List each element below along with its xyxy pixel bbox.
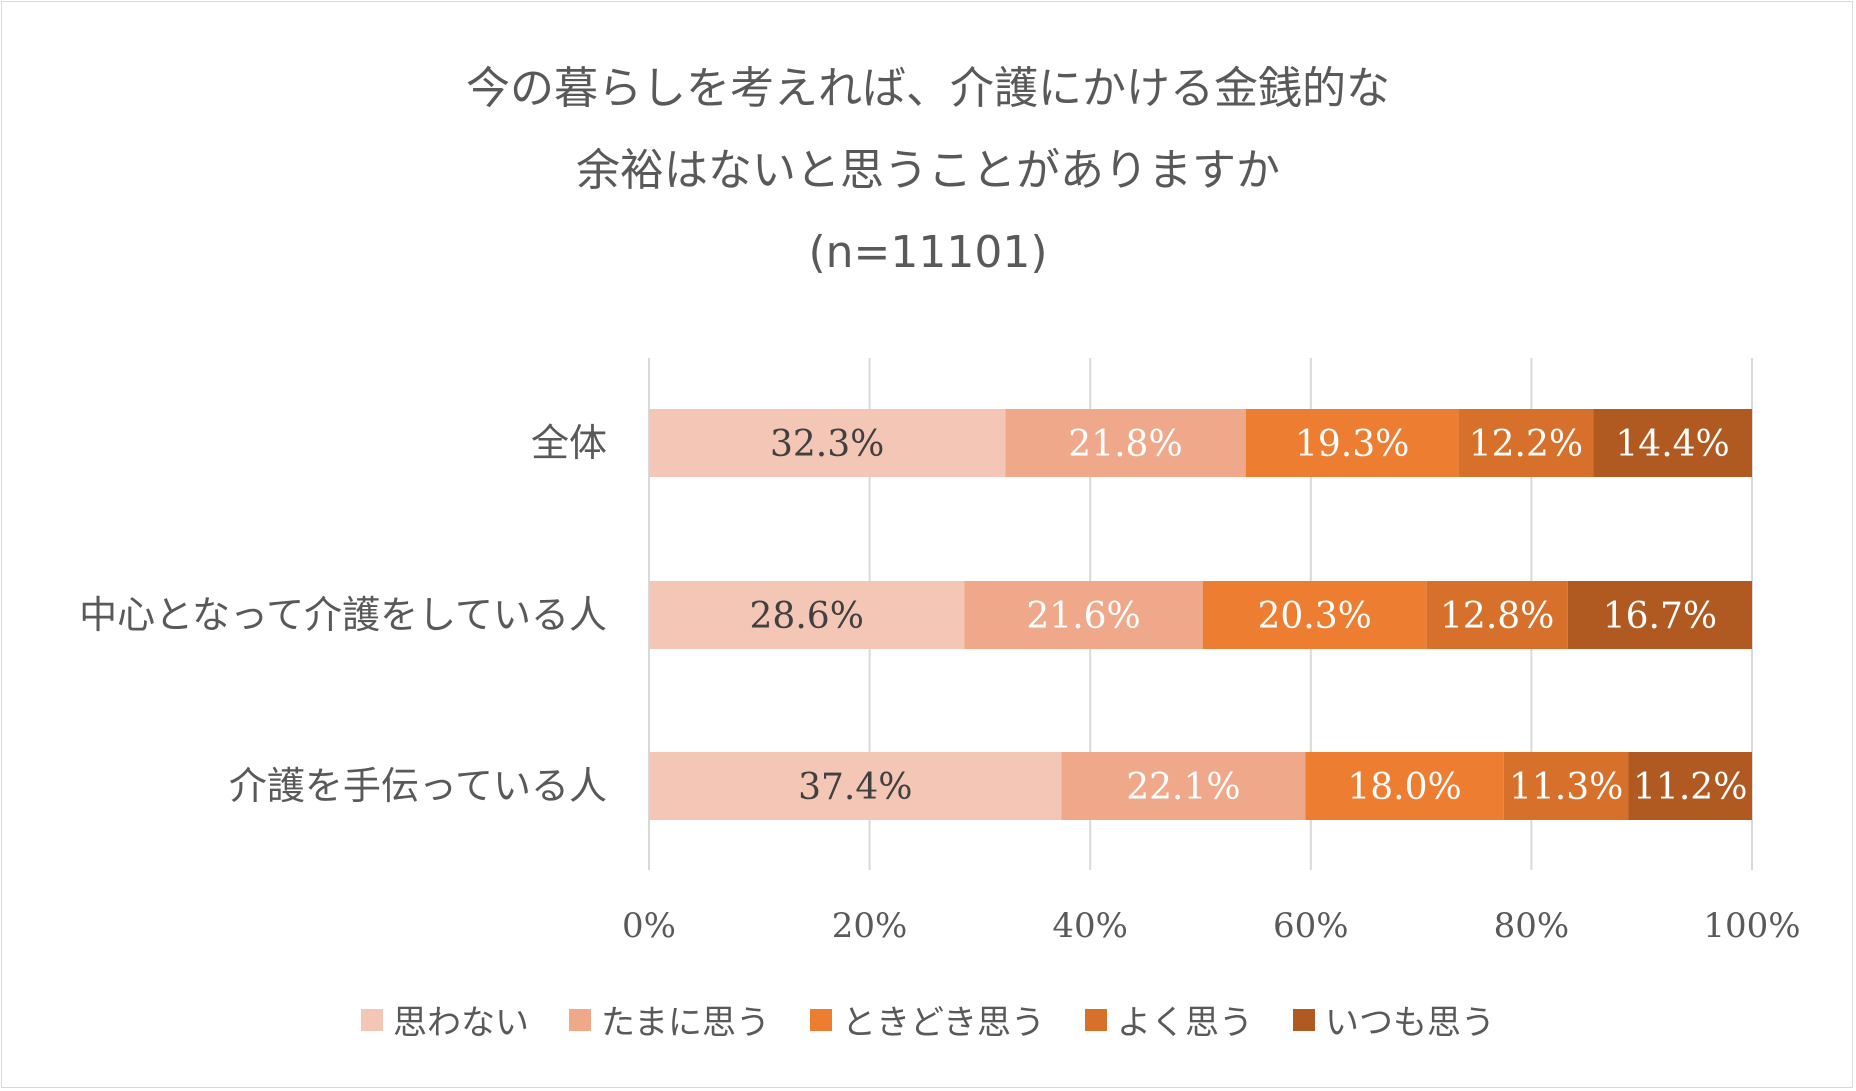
- legend-swatch: [361, 1008, 384, 1031]
- x-tick-label: 20%: [832, 906, 908, 946]
- chart-title: 今の暮らしを考えれば、介護にかける金銭的な 余裕はないと思うことがありますか (…: [0, 48, 1856, 294]
- data-label: 16.7%: [1603, 596, 1717, 637]
- legend-swatch: [810, 1008, 832, 1031]
- data-label: 22.1%: [1126, 767, 1240, 808]
- category-label: 中心となって介護をしている人: [79, 593, 607, 637]
- data-label: 11.3%: [1509, 767, 1623, 808]
- legend-swatch: [1292, 1008, 1315, 1031]
- chart-title-line-3: (n=11101): [808, 227, 1048, 278]
- x-tick-label: 40%: [1052, 906, 1128, 946]
- legend-label: 思わない: [393, 1003, 530, 1043]
- chart-title-line-1: 今の暮らしを考えれば、介護にかける金銭的な: [466, 63, 1390, 114]
- x-tick-label: 60%: [1273, 906, 1349, 946]
- legend-label: ときどき思う: [842, 1003, 1045, 1043]
- data-label: 32.3%: [770, 424, 884, 465]
- bar-segment: [649, 752, 1062, 820]
- data-label: 12.8%: [1440, 596, 1554, 637]
- bar-segment: [649, 409, 1006, 477]
- x-tick-label: 80%: [1494, 906, 1570, 946]
- legend-item: ときどき思う: [810, 995, 1045, 1044]
- legend-item: いつも思う: [1292, 995, 1495, 1044]
- x-tick-label: 0%: [622, 906, 676, 946]
- data-label: 21.6%: [1026, 596, 1140, 637]
- data-label: 20.3%: [1257, 596, 1371, 637]
- legend-item: よく思う: [1084, 995, 1253, 1044]
- x-tick-label: 100%: [1703, 906, 1800, 946]
- bar-segment: [1503, 752, 1629, 820]
- data-label: 28.6%: [750, 596, 864, 637]
- bar-segment: [964, 581, 1203, 649]
- legend-swatch: [569, 1008, 592, 1031]
- legend-label: いつも思う: [1324, 1003, 1495, 1043]
- data-label: 18.0%: [1347, 767, 1461, 808]
- bar-segment: [1061, 752, 1306, 820]
- category-label: 全体: [531, 421, 607, 465]
- legend-item: 思わない: [361, 995, 529, 1044]
- data-label: 11.2%: [1633, 767, 1747, 808]
- legend-swatch: [1084, 1008, 1107, 1031]
- bar-segment: [1628, 752, 1752, 820]
- data-label: 12.2%: [1469, 424, 1583, 465]
- legend-item: たまに思う: [569, 995, 770, 1044]
- bar-segment: [1202, 581, 1427, 649]
- data-label: 21.8%: [1068, 424, 1182, 465]
- data-label: 14.4%: [1615, 424, 1729, 465]
- chart-legend: 思わない たまに思う ときどき思う よく思う いつも思う: [0, 995, 1856, 1044]
- legend-label: たまに思う: [601, 1003, 770, 1043]
- bar-segment: [1458, 409, 1594, 477]
- bar-segment: [1567, 581, 1752, 649]
- bar-segment: [649, 581, 965, 649]
- bar-segment: [1593, 409, 1752, 477]
- bar-segment: [1305, 752, 1504, 820]
- bar-segment: [1245, 409, 1459, 477]
- bar-segment: [1426, 581, 1568, 649]
- data-label: 37.4%: [798, 767, 912, 808]
- bar-segment: [1005, 409, 1246, 477]
- legend-label: よく思う: [1116, 1003, 1253, 1043]
- data-label: 19.3%: [1295, 424, 1409, 465]
- chart-title-line-2: 余裕はないと思うことがありますか: [576, 145, 1280, 196]
- category-label: 介護を手伝っている人: [229, 764, 607, 808]
